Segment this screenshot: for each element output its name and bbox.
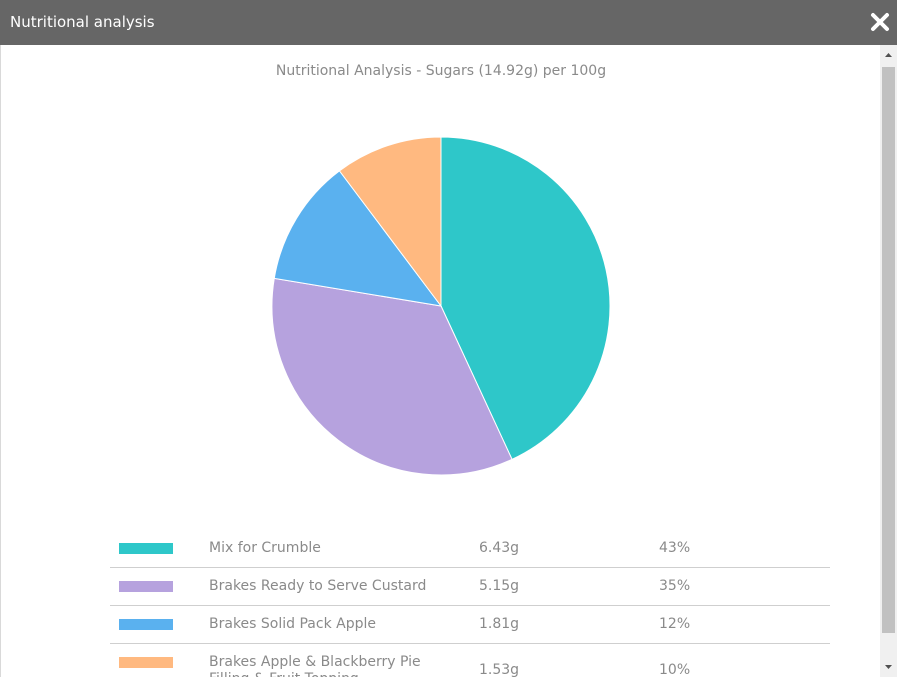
dialog-titlebar: Nutritional analysis [0, 0, 897, 45]
legend-row: Brakes Solid Pack Apple 1.81g 12% [110, 606, 830, 644]
dialog-title: Nutritional analysis [10, 13, 155, 31]
legend-label: Brakes Ready to Serve Custard [209, 578, 427, 594]
legend-value: 6.43g [479, 540, 520, 556]
chart-title: Nutritional Analysis - Sugars (14.92g) p… [275, 63, 607, 79]
legend-swatch [119, 543, 173, 554]
legend-swatch [119, 657, 173, 668]
pie-slice[interactable] [338, 136, 442, 308]
legend-percent: 43% [659, 540, 691, 556]
legend-row: Brakes Apple & Blackberry Pie Filling & … [110, 644, 830, 677]
legend-value: 1.53g [479, 662, 520, 677]
legend-percent: 12% [659, 616, 691, 632]
legend-label: Brakes Solid Pack Apple [209, 616, 376, 632]
legend-label: Mix for Crumble [209, 540, 321, 556]
close-icon[interactable] [869, 11, 891, 33]
vertical-scrollbar[interactable] [880, 45, 897, 677]
scrollbar-thumb[interactable] [882, 67, 895, 633]
legend-percent: 35% [659, 578, 691, 594]
pie-slice[interactable] [271, 277, 513, 476]
pie-chart [271, 136, 611, 476]
scroll-down-arrow-icon[interactable] [880, 657, 897, 677]
legend-value: 5.15g [479, 578, 520, 594]
dialog-body: Nutritional Analysis - Sugars (14.92g) p… [0, 45, 880, 677]
pie-slice[interactable] [273, 170, 443, 307]
legend-percent: 10% [659, 662, 691, 677]
legend-row: Brakes Ready to Serve Custard 5.15g 35% [110, 568, 830, 606]
pie-slice[interactable] [440, 136, 611, 461]
legend-value: 1.81g [479, 616, 520, 632]
legend-swatch [119, 581, 173, 592]
legend-row: Mix for Crumble 6.43g 43% [110, 530, 830, 568]
legend-label: Brakes Apple & Blackberry Pie Filling & … [209, 654, 421, 677]
legend-swatch [119, 619, 173, 630]
legend-table: Mix for Crumble 6.43g 43% Brakes Ready t… [110, 530, 830, 677]
scroll-up-arrow-icon[interactable] [880, 45, 897, 65]
